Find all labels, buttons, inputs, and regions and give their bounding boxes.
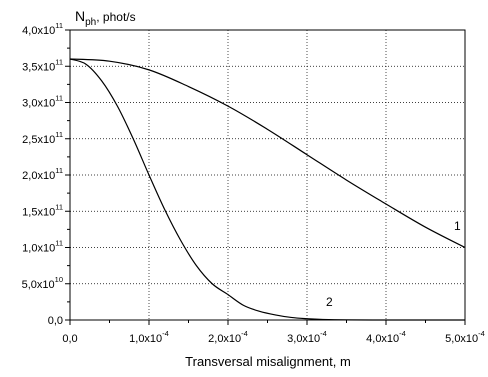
y-tick-labels: 0,0 5,0x1010 1,0x1011 1,5x1011 2,0x1011 2,5x1… [22,21,63,327]
y-tick-label: 5,0x1010 [22,275,63,291]
x-tick-label: 2,0x10-4 [208,329,248,345]
x-tick-labels: 0,0 1,0x10-4 2,0x10-4 3,0x10-4 4,0x10-4 5,0x1… [62,329,485,345]
x-tick-label: 0,0 [62,333,77,345]
y-tick-label: 3,5x1011 [22,57,63,73]
y-axis-label-unit: , phot/s [96,10,135,24]
y-axis-label-subscript: ph [85,17,96,28]
series-1-label: 1 [454,219,461,233]
x-tick-label: 1,0x10-4 [129,329,169,345]
y-axis-label: Nph, phot/s [75,8,136,28]
y-tick-label: 0,0 [48,315,63,327]
series-2-line [69,58,465,321]
x-tick-label: 5,0x10-4 [445,329,485,345]
axes [65,29,466,325]
x-axis-label: Transversal misalignment, m [185,354,351,369]
y-tick-label: 3,0x1011 [22,94,63,110]
y-tick-label: 2,5x1011 [22,130,63,146]
y-tick-label: 1,5x1011 [22,202,63,218]
x-tick-label: 3,0x10-4 [287,329,327,345]
series-2-label: 2 [326,295,333,309]
series-1-line [69,58,466,249]
plot-frame [69,29,466,321]
series-layer [69,58,466,321]
y-tick-label: 1,0x1011 [22,239,63,255]
y-tick-label: 4,0x1011 [22,21,63,37]
x-tick-label: 4,0x10-4 [366,329,406,345]
grid [70,30,465,320]
y-tick-label: 2,0x1011 [22,166,63,182]
